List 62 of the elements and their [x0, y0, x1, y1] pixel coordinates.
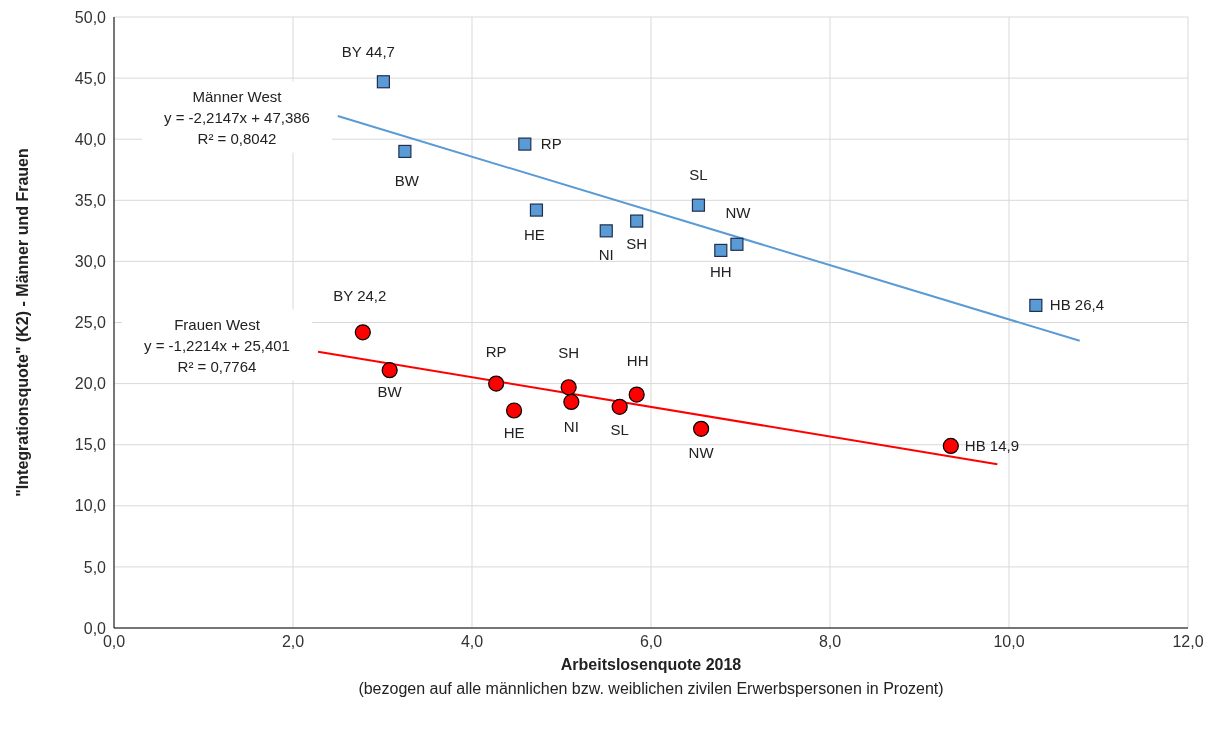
annotation: BY 44,7 [341, 42, 395, 60]
point [505, 402, 523, 419]
annotation: BW [377, 383, 403, 401]
y-tick-label: 5,0 [83, 558, 107, 576]
x-tick-label: 6,0 [639, 633, 663, 651]
annotation: SH [626, 235, 648, 253]
annotation: RP [485, 342, 507, 360]
point [630, 214, 644, 228]
annotation: Frauen West y = -1,2214x + 25,401 R² = 0,7764 [144, 315, 290, 375]
point [398, 144, 412, 159]
point [529, 203, 544, 217]
text: (bezogen auf alle männlichen bzw. weiblichen zivilen Erwerbspersonen in Prozent) [358, 680, 944, 697]
x-tick-label: 4,0 [460, 633, 484, 651]
point [376, 75, 390, 89]
x-tick-label: 10,0 [993, 633, 1025, 651]
point [730, 237, 744, 251]
annotation: Männer West y = -2,2147x + 47,386 R² = 0,8042 [164, 87, 310, 147]
annotation: NW [725, 204, 752, 222]
point [563, 393, 580, 411]
point [942, 437, 959, 455]
point [693, 420, 710, 437]
point [381, 362, 398, 379]
y-tick-label: 50,0 [74, 8, 107, 26]
annotation: BW [394, 172, 420, 190]
point [599, 224, 613, 238]
annotation: HB 26,4 [1049, 296, 1105, 314]
point [1029, 298, 1043, 312]
y-tick-label: 10,0 [74, 497, 107, 515]
annotation: RP [540, 135, 562, 153]
y-tick-label: 20,0 [74, 375, 107, 393]
annotation: NW [688, 443, 715, 461]
y-axis-title: "Integrationsquote" (K2) - Männer und Frauen [14, 148, 31, 497]
y-tick-label: 45,0 [74, 69, 107, 87]
point [518, 137, 532, 151]
annotation: HB 14,9 [964, 436, 1020, 454]
annotation: SL [689, 166, 708, 184]
point [611, 398, 628, 415]
point [628, 386, 645, 403]
annotation: BY 24,2 [333, 287, 387, 305]
x-tick-label: 0,0 [102, 633, 126, 651]
point [714, 243, 728, 257]
annotation: HH [709, 263, 732, 281]
y-tick-label: 30,0 [74, 253, 107, 271]
x-tick-label: 8,0 [818, 633, 842, 651]
annotation: NI [563, 417, 579, 435]
y-tick-label: 40,0 [74, 130, 107, 148]
annotation: SL [610, 420, 629, 438]
y-tick-label: 15,0 [74, 436, 107, 454]
point [560, 379, 577, 396]
x-axis-title: Arbeitslosenquote 2018 [560, 656, 742, 673]
point [354, 324, 371, 341]
y-tick-label: 25,0 [74, 314, 107, 332]
point [691, 198, 706, 212]
x-tick-label: 12,0 [1172, 633, 1204, 651]
x-tick-label: 2,0 [281, 633, 305, 651]
annotation: SH [558, 344, 580, 362]
y-tick-label: 35,0 [74, 191, 107, 209]
annotation: HH [626, 351, 649, 369]
annotation: HE [524, 226, 545, 244]
annotation: HE [503, 424, 525, 442]
annotation: NI [598, 245, 614, 263]
point [488, 375, 505, 392]
